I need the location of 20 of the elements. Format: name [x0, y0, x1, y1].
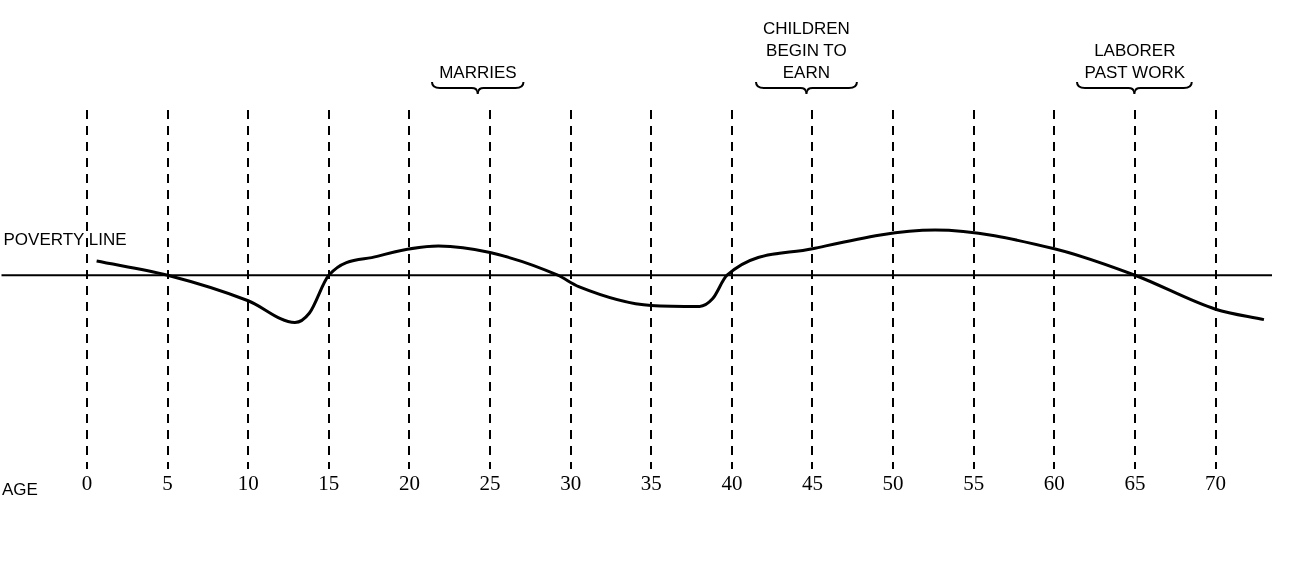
x-tick-label: 25: [479, 470, 501, 495]
text: LABORER PAST WORK: [1084, 41, 1186, 83]
x-tick-label: 10: [237, 470, 259, 495]
x-tick-label: 70: [1205, 470, 1227, 495]
ref-line-label: POVERTY LINE: [3, 230, 127, 250]
x-tick-label: 55: [963, 470, 985, 495]
x-tick-label: 40: [721, 470, 743, 495]
x-tick-label: 30: [560, 470, 582, 495]
x-tick-label: 50: [882, 470, 904, 495]
x-tick-label: 20: [398, 470, 420, 495]
x-axis-title: AGE: [2, 480, 38, 500]
text: CHILDREN BEGIN TO EARN: [762, 19, 850, 83]
x-tick-label: 45: [801, 470, 823, 495]
x-tick-label: 60: [1043, 470, 1065, 495]
x-tick-label: 0: [81, 470, 93, 495]
x-tick-label: 15: [318, 470, 340, 495]
x-tick-label: 5: [162, 470, 173, 495]
text: MARRIES: [439, 63, 517, 83]
x-tick-label: 35: [640, 470, 662, 495]
x-tick-label: 65: [1124, 470, 1146, 495]
